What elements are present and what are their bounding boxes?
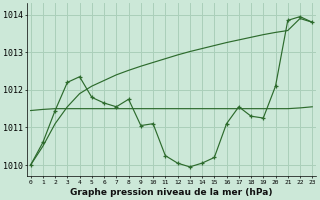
X-axis label: Graphe pression niveau de la mer (hPa): Graphe pression niveau de la mer (hPa)	[70, 188, 273, 197]
